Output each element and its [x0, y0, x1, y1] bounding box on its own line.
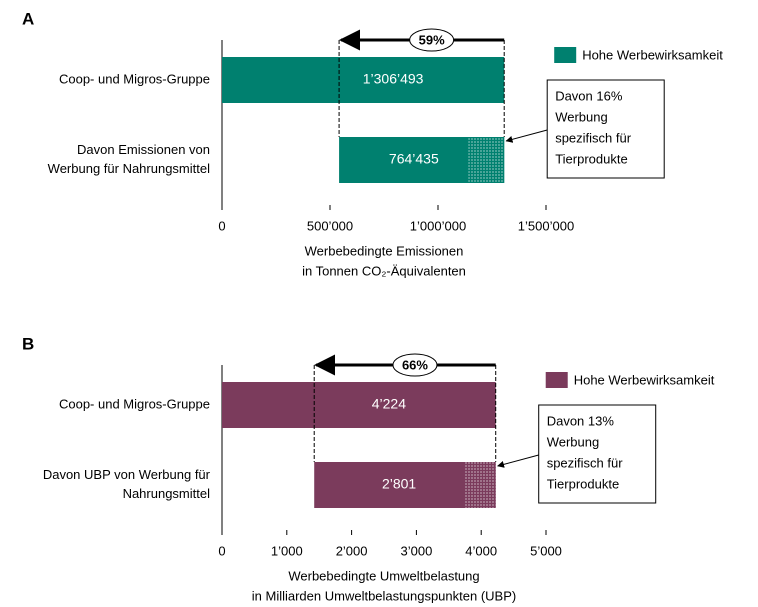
x-tick-label: 2’000	[336, 543, 368, 558]
annotation-text: Tierprodukte	[547, 476, 620, 491]
annotation-text: Werbung	[555, 109, 608, 124]
panel-label: B	[22, 334, 34, 353]
x-tick-label: 0	[218, 543, 225, 558]
x-tick-label: 1’500’000	[518, 218, 574, 233]
x-axis-label: Werbebedingte Emissionen	[305, 243, 464, 258]
annotation-text: Davon 16%	[555, 88, 623, 103]
annotation-text: Davon 13%	[547, 413, 615, 428]
share-ellipse	[409, 28, 455, 52]
panel-label: A	[22, 9, 34, 28]
hatched-segment	[468, 137, 505, 183]
category-label: Davon Emissionen von	[77, 142, 210, 157]
share-label: 66%	[402, 357, 428, 372]
x-tick-label: 1’000’000	[410, 218, 466, 233]
x-tick-label: 1’000	[271, 543, 303, 558]
share-label: 59%	[419, 32, 445, 47]
x-tick-label: 500’000	[307, 218, 353, 233]
x-tick-label: 0	[218, 218, 225, 233]
annotation-text: Tierprodukte	[555, 151, 628, 166]
annotation-text: spezifisch für	[547, 455, 624, 470]
value-label: 764’435	[389, 151, 439, 167]
x-axis-label: in Tonnen CO₂-Äquivalenten	[302, 263, 466, 278]
annotation-arrow	[497, 454, 539, 468]
x-axis-label: Werbebedingte Umweltbelastung	[288, 568, 479, 583]
annotation-box	[538, 404, 657, 504]
category-label: Nahrungsmittel	[123, 486, 211, 501]
category-label: Werbung für Nahrungsmittel	[48, 161, 210, 176]
category-label: Coop- und Migros-Gruppe	[59, 396, 210, 411]
legend-swatch	[545, 372, 568, 388]
x-tick-label: 5’000	[530, 543, 562, 558]
legend-label: Hohe Werbewirksamkeit	[574, 372, 715, 387]
share-ellipse	[392, 353, 438, 377]
bar	[222, 57, 505, 103]
annotation-arrow	[505, 129, 548, 143]
annotation-text: spezifisch für	[555, 130, 632, 145]
annotation-text: Werbung	[547, 434, 600, 449]
hatched-segment	[463, 462, 496, 508]
category-label: Davon UBP von Werbung für	[43, 467, 211, 482]
x-tick-label: 4’000	[465, 543, 497, 558]
x-tick-label: 3’000	[400, 543, 432, 558]
legend-swatch	[554, 47, 577, 63]
annotation-box	[546, 79, 665, 179]
value-label: 1’306’493	[363, 71, 424, 87]
category-label: Coop- und Migros-Gruppe	[59, 71, 210, 86]
bar	[222, 382, 496, 428]
legend-label: Hohe Werbewirksamkeit	[582, 47, 723, 62]
value-label: 2’801	[382, 476, 416, 492]
x-axis-label: in Milliarden Umweltbelastungspunkten (U…	[252, 588, 516, 603]
value-label: 4’224	[372, 396, 406, 412]
